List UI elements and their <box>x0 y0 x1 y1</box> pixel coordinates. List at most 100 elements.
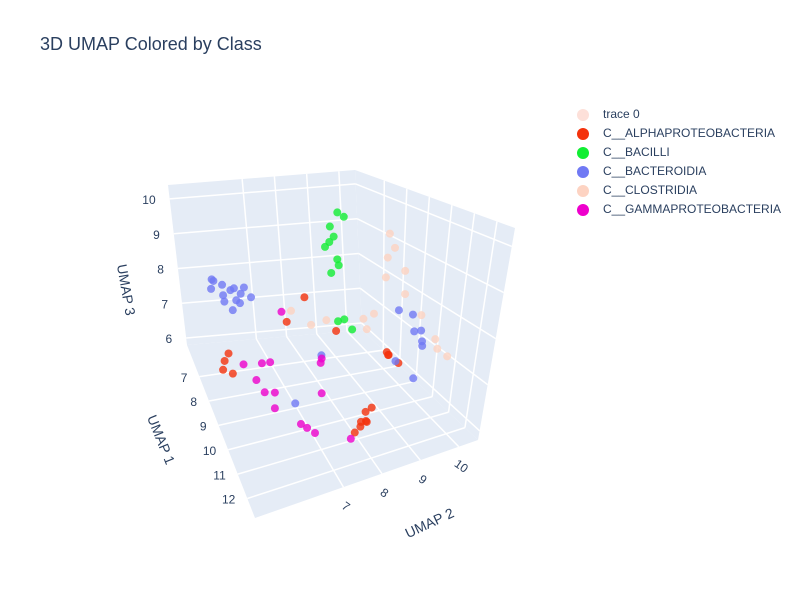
point <box>228 306 237 315</box>
point <box>220 356 229 365</box>
back-wall <box>168 170 362 345</box>
point <box>303 423 312 432</box>
z-tick-label: 7 <box>161 297 168 311</box>
legend-marker <box>577 185 589 197</box>
point <box>218 280 227 289</box>
grid-line <box>338 171 348 332</box>
point <box>394 306 403 315</box>
grid-line <box>247 426 466 500</box>
z-tick-label: 9 <box>153 228 160 242</box>
grid-line <box>361 322 481 432</box>
point <box>317 389 326 398</box>
point <box>417 326 426 335</box>
point <box>369 309 378 318</box>
point <box>291 399 300 408</box>
point <box>348 325 357 334</box>
point <box>359 314 368 323</box>
grid-line <box>415 196 431 382</box>
x-tick-label: 12 <box>222 493 236 507</box>
y-tick-label: 10 <box>452 456 471 475</box>
legend-label: C__GAMMAPROTEOBACTERIA <box>603 202 781 216</box>
point <box>247 293 256 302</box>
point <box>362 417 371 426</box>
grid-line <box>218 380 417 427</box>
z-tick-label: 10 <box>142 193 156 207</box>
point <box>391 243 400 252</box>
y-tick-label: 7 <box>339 499 353 514</box>
grid-line <box>382 180 386 351</box>
grid-line <box>227 395 433 451</box>
point <box>219 291 228 300</box>
point <box>401 290 410 299</box>
point <box>300 293 309 302</box>
point <box>332 326 341 335</box>
point <box>346 434 355 443</box>
grid-line <box>237 411 449 475</box>
point <box>219 365 228 374</box>
grid-line <box>316 333 421 461</box>
point <box>357 417 365 426</box>
point <box>282 317 291 326</box>
point <box>236 289 245 298</box>
grid-line <box>355 183 513 248</box>
point <box>408 310 417 319</box>
legend-label: C__CLOSTRIDIA <box>603 183 697 197</box>
point <box>381 273 390 282</box>
point <box>270 388 279 397</box>
grid-line <box>208 364 400 402</box>
point <box>277 307 286 316</box>
point <box>362 325 371 334</box>
grid-line <box>359 287 489 386</box>
grid-line <box>398 188 408 366</box>
legend-label: C__BACILLI <box>603 145 670 159</box>
point <box>236 299 245 308</box>
grid-line <box>173 217 358 235</box>
legend-item[interactable]: C__CLOSTRIDIA <box>577 183 697 197</box>
point <box>410 327 419 336</box>
point <box>325 222 334 231</box>
legend-item[interactable]: C__ALPHAPROTEOBACTERIA <box>577 126 775 140</box>
point <box>340 315 349 324</box>
legend-label: trace 0 <box>603 107 640 121</box>
legend-item[interactable]: C__BACILLI <box>577 145 670 159</box>
point <box>417 311 426 320</box>
point <box>383 253 392 262</box>
point <box>257 359 266 368</box>
x-tick-label: 11 <box>213 468 226 482</box>
grid-line <box>346 330 460 448</box>
point <box>310 428 319 437</box>
grid-line <box>181 287 361 305</box>
point <box>224 349 233 358</box>
legend-label: C__BACTEROIDIA <box>603 164 706 178</box>
point <box>433 344 442 353</box>
point <box>270 404 279 413</box>
z-tick-label: 6 <box>165 332 172 346</box>
legend-item[interactable]: C__BACTEROIDIA <box>577 164 706 178</box>
grid-line <box>356 218 505 294</box>
point <box>334 317 343 326</box>
z-tick-label: 8 <box>157 263 164 277</box>
point <box>409 374 418 383</box>
point <box>367 403 376 412</box>
grid-line <box>285 336 383 475</box>
point <box>266 358 275 367</box>
legend-item[interactable]: C__GAMMAPROTEOBACTERIA <box>577 202 781 216</box>
grid-line <box>431 205 453 397</box>
legend-marker <box>577 109 589 121</box>
grid-line <box>305 173 318 334</box>
legend-marker <box>577 128 589 140</box>
y-tick-label: 8 <box>378 485 392 500</box>
legend-marker <box>577 166 589 178</box>
point <box>391 357 400 366</box>
point <box>260 388 269 397</box>
point <box>339 212 348 221</box>
point <box>327 268 336 277</box>
legend-item[interactable]: trace 0 <box>577 107 640 121</box>
point <box>286 306 295 315</box>
chart-title: 3D UMAP Colored by Class <box>40 34 262 54</box>
point <box>307 320 316 329</box>
point <box>443 352 452 361</box>
point <box>384 350 393 359</box>
